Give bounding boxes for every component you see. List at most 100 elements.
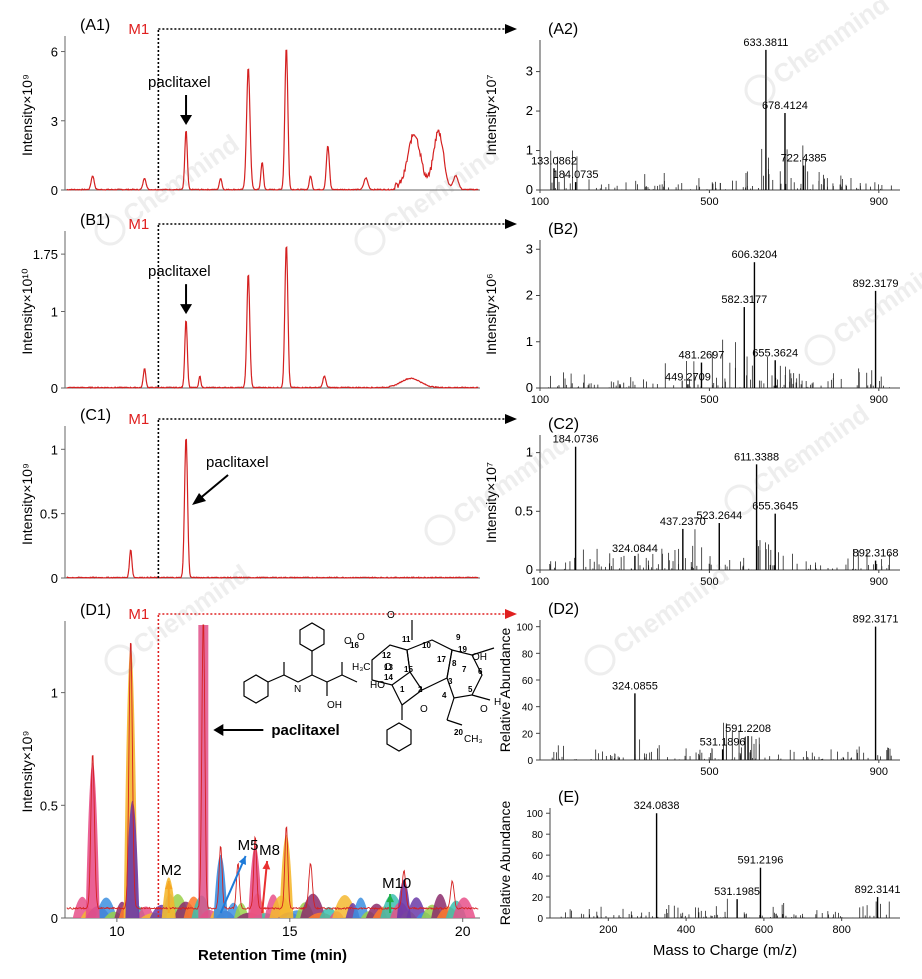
y-tick-label: 0 — [527, 756, 533, 767]
peak-label: 531.1985 — [714, 886, 760, 898]
paclitaxel-arrowhead — [213, 724, 224, 736]
structure-atom-label: 17 — [437, 655, 446, 664]
metabolite-arrowhead — [262, 861, 271, 870]
ion-peak-fill — [279, 834, 294, 918]
structure-atom-label: OH — [472, 652, 487, 663]
structure-atom-label: 19 — [458, 645, 467, 654]
ion-peak-fill — [406, 897, 427, 918]
chromatogram-trace — [66, 624, 479, 911]
y-axis-label: Intensity×10⁶ — [483, 273, 499, 355]
y-tick-label: 1 — [51, 686, 58, 701]
paclitaxel-arrowhead — [192, 493, 207, 505]
ion-peak-fill — [396, 879, 411, 918]
y-tick-label: 1 — [526, 143, 533, 158]
peak-label: 582.3177 — [721, 294, 767, 306]
metabolite-arrow — [219, 855, 247, 914]
paclitaxel-label: paclitaxel — [148, 263, 211, 280]
peak-label: 133.0862 — [531, 155, 577, 167]
peak-label: 437.2370 — [660, 516, 706, 528]
ion-peak-fill — [125, 800, 140, 918]
structure-atom-label: 20 — [454, 728, 463, 737]
structure-atom-label: OH — [327, 700, 342, 711]
y-tick-label: 0.5 — [40, 507, 58, 522]
x-tick-label: 500 — [700, 766, 718, 778]
y-tick-label: 20 — [522, 729, 534, 740]
y-tick-label: 0 — [51, 911, 58, 926]
watermark-logo — [354, 224, 386, 256]
x-tick-label: 100 — [531, 196, 549, 208]
y-tick-label: 3 — [526, 241, 533, 256]
m1-marker-label: M1 — [128, 21, 149, 38]
y-axis-label: Intensity×10⁹ — [19, 463, 35, 545]
metabolite-label: M8 — [259, 842, 280, 859]
peak-label: 591.2196 — [738, 855, 784, 867]
watermark-text: Chemmind — [827, 248, 922, 350]
y-axis-label: Intensity×10⁷ — [483, 462, 499, 543]
paclitaxel-label: paclitaxel — [148, 74, 211, 91]
structure-atom-label: CH₃ — [464, 734, 483, 745]
panel-label: (B1) — [80, 212, 110, 229]
y-tick-label: 60 — [522, 676, 534, 687]
peak-label: 531.1896 — [700, 736, 746, 748]
peak-label: 892.3168 — [853, 548, 899, 560]
panel-label: (C2) — [548, 416, 579, 433]
spectrum-C2: (C2) Intensity×10⁷ 0 0.5 1 100 500 900 184.0736 3… — [483, 416, 900, 588]
x-tick-label: 900 — [870, 394, 888, 406]
m1-link-arrowhead — [505, 24, 517, 34]
y-tick-label: 100 — [526, 809, 543, 820]
structure-atom-label: HO — [370, 680, 385, 691]
chromatogram-trace — [66, 246, 479, 389]
x-axis-label: Mass to Charge (m/z) — [653, 942, 797, 959]
m1-marker-label: M1 — [128, 606, 149, 623]
y-tick-label: 0 — [526, 562, 533, 577]
panel-label: (E) — [558, 789, 579, 806]
y-tick-label: 2 — [526, 103, 533, 118]
spectrum-A2: (A2) Intensity×10⁷ 0 1 2 3 100 500 900 133.0862 18… — [483, 21, 900, 208]
structure-atom-label: 2 — [418, 685, 423, 694]
structure-atom-label: 9 — [456, 633, 461, 642]
structure-atom-label: 6 — [478, 667, 483, 676]
metabolite-label: M5 — [238, 837, 259, 854]
x-tick-label: 900 — [870, 576, 888, 588]
watermark-logo — [584, 644, 616, 676]
metabolite-arrowhead — [164, 881, 173, 890]
watermark-logo — [724, 484, 756, 516]
structure-atom-label: 7 — [462, 665, 467, 674]
y-tick-label: 80 — [522, 649, 534, 660]
peak-label: 449.2709 — [665, 371, 711, 383]
metabolite-arrowhead — [386, 894, 394, 903]
y-axis-label: Intensity×10⁷ — [483, 75, 499, 156]
chromatogram-A1: (A1) Intensity×10⁹ 0 3 6 M1 paclitaxel — [19, 17, 517, 198]
m1-link-arrowhead — [505, 219, 517, 229]
y-tick-label: 3 — [51, 114, 58, 129]
panel-label: (A2) — [548, 21, 578, 38]
metabolite-arrow — [261, 860, 269, 914]
x-tick-label: 500 — [700, 576, 718, 588]
structure-atom-label: H₃C — [352, 662, 371, 673]
watermark-logo — [804, 334, 836, 366]
watermark-text: Chemmind — [747, 398, 874, 500]
peak-label: 481.2697 — [679, 350, 725, 362]
chromatogram-trace — [66, 438, 479, 579]
watermark-text: Chemmind — [607, 558, 734, 660]
structure-atom-label: 11 — [402, 635, 411, 644]
paclitaxel-label: paclitaxel — [206, 454, 269, 471]
panel-label: (C1) — [80, 407, 111, 424]
structure-atom-label: O — [357, 632, 365, 643]
y-axis-label: Intensity×10⁹ — [19, 74, 35, 156]
peak-label: 655.3624 — [752, 347, 798, 359]
x-tick-label: 10 — [109, 923, 125, 939]
spectrum-E: (E) Relative Abundance 0 20 40 60 80 100 200 400 6… — [497, 789, 901, 959]
structure-atom-label: 10 — [422, 641, 431, 650]
watermark: Chemmind — [94, 128, 244, 246]
structure-atom-label: H — [494, 697, 501, 708]
y-tick-label: 1 — [51, 305, 58, 320]
chromatogram-panels: (A1) Intensity×10⁹ 0 3 6 M1 paclitaxel (B1) Inte… — [19, 17, 517, 964]
chromatogram-trace — [66, 49, 479, 191]
x-tick-label: 500 — [700, 394, 718, 406]
peak-label: 606.3204 — [731, 249, 777, 261]
x-tick-label: 100 — [531, 576, 549, 588]
watermark-text: Chemmind — [377, 138, 504, 240]
